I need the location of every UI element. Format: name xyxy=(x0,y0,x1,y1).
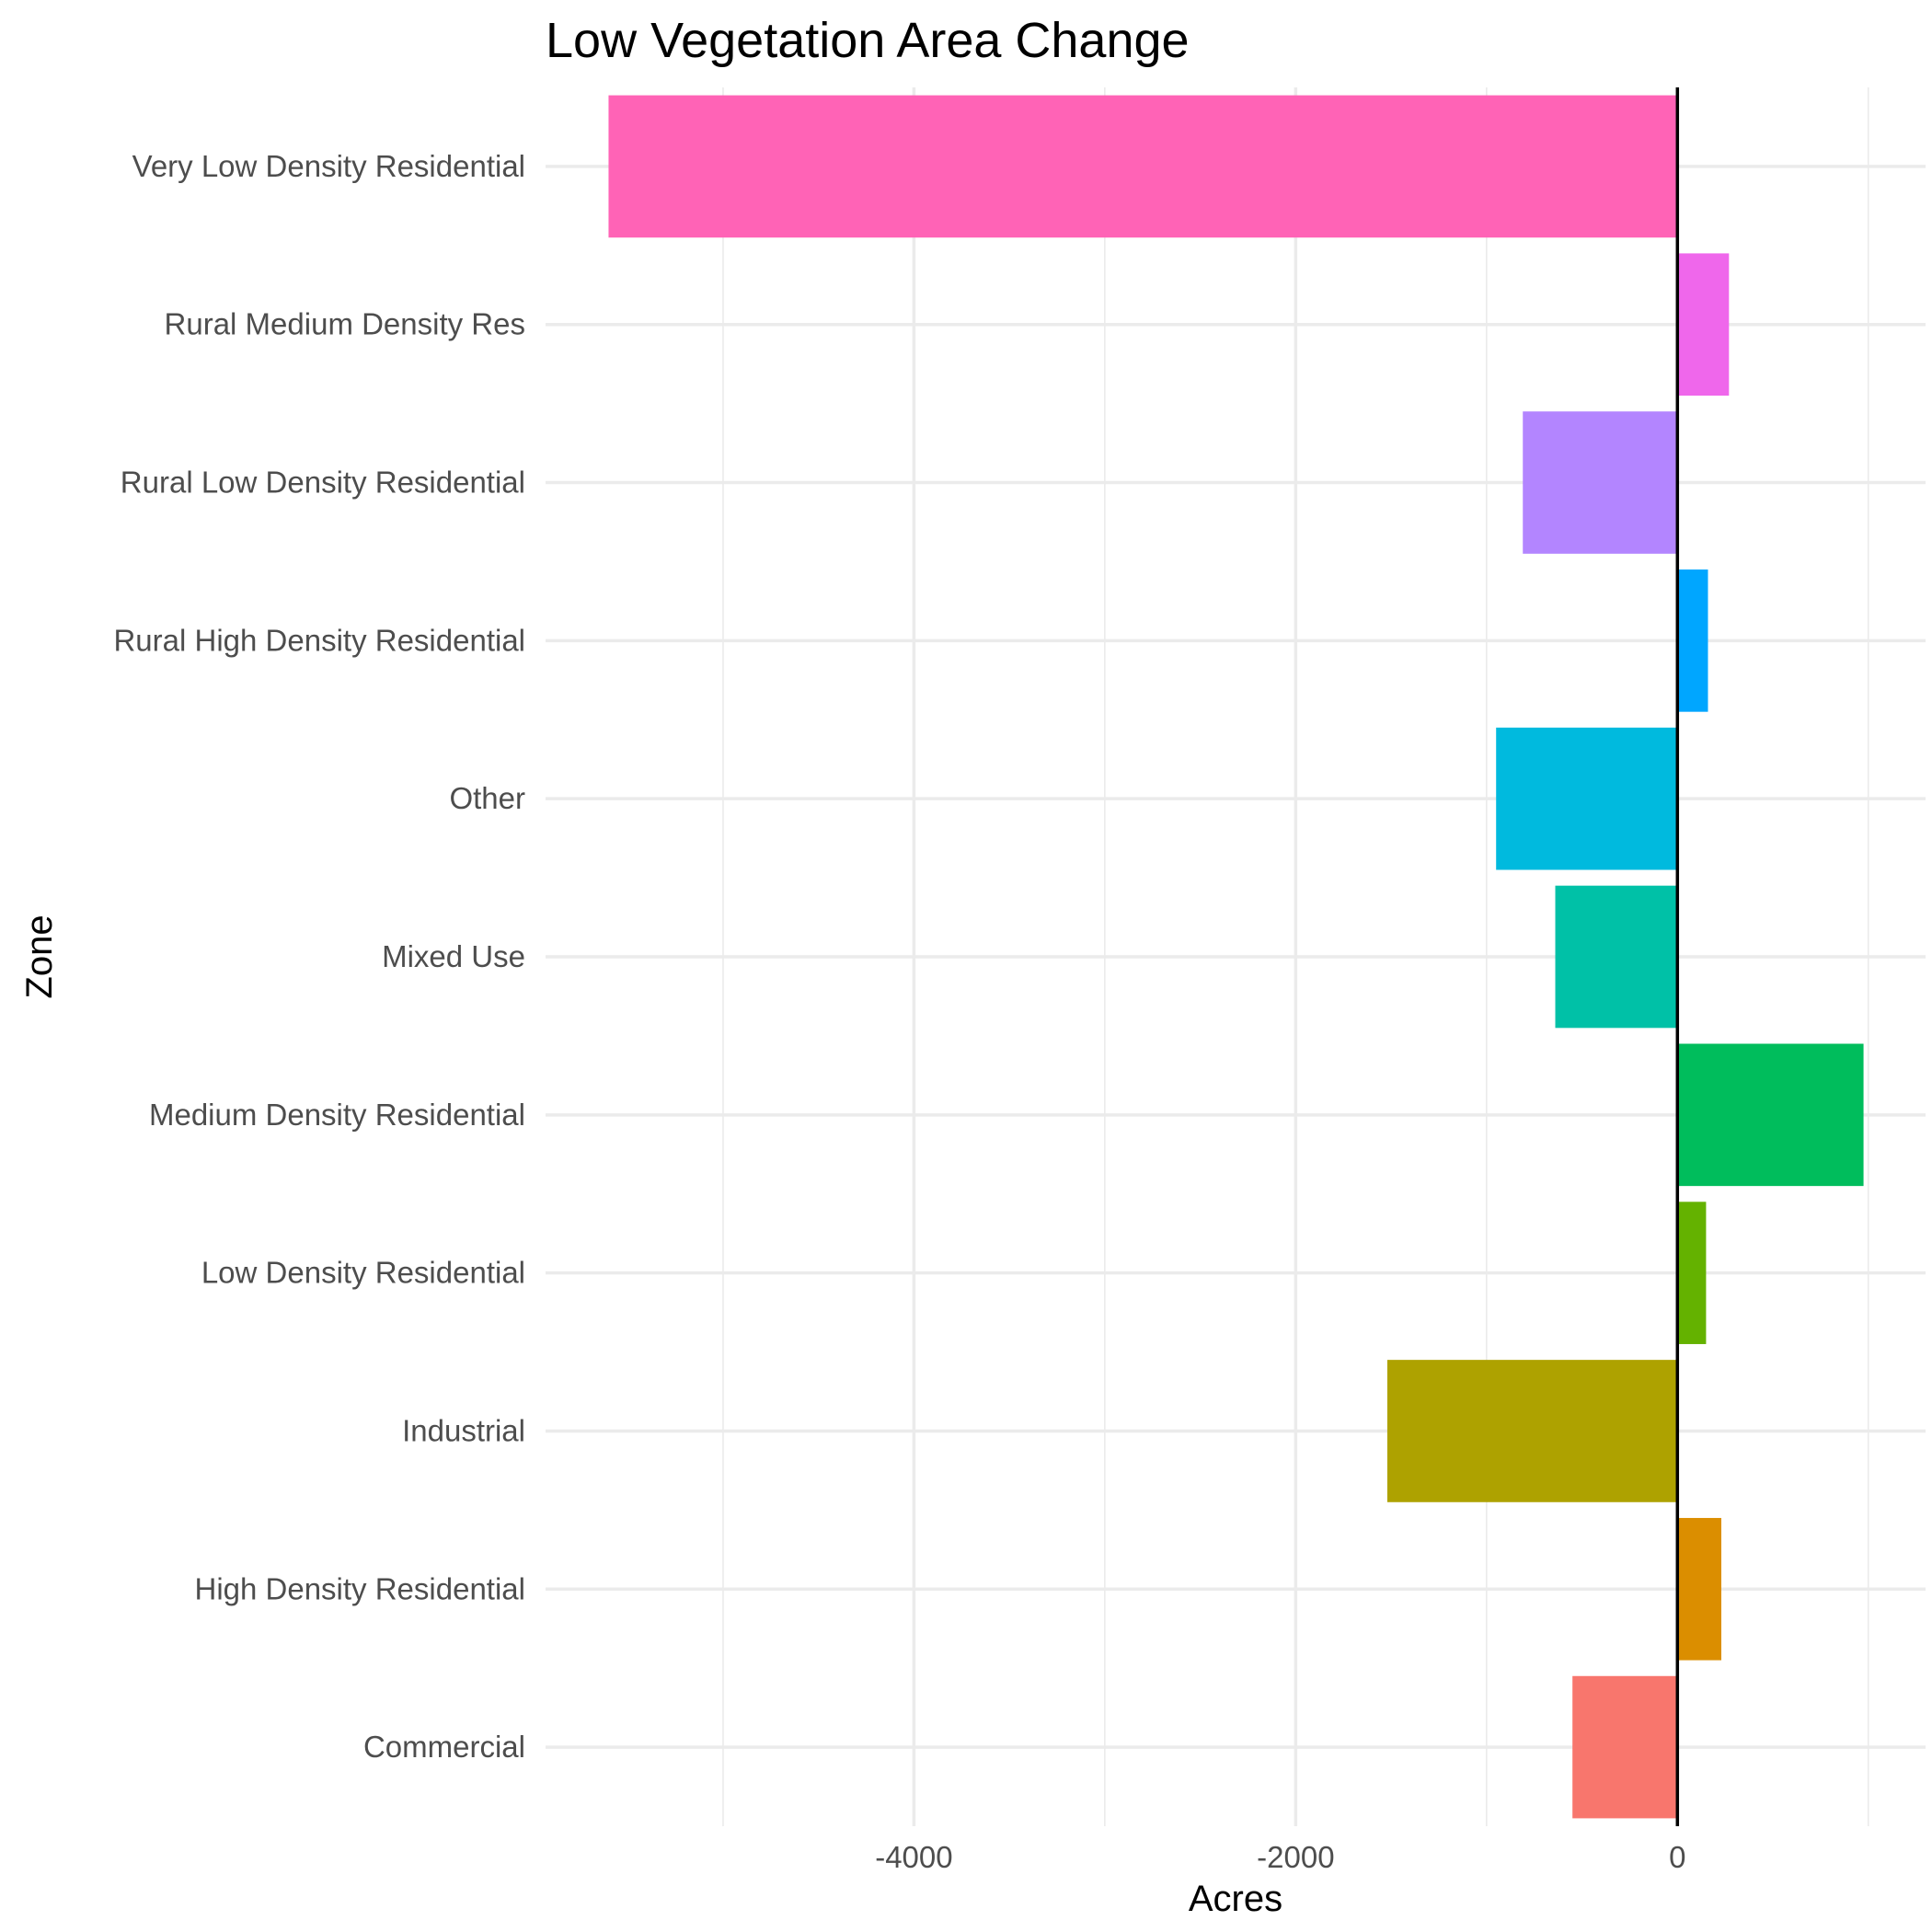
y-tick-label: Medium Density Residential xyxy=(149,1098,525,1132)
y-axis-tick-labels: Commercial High Density Residential Indust… xyxy=(113,149,525,1764)
bar xyxy=(1677,1202,1707,1344)
x-tick-label: 0 xyxy=(1669,1840,1685,1874)
bars xyxy=(608,95,1864,1819)
y-tick-label: Mixed Use xyxy=(382,939,525,973)
y-tick-label: Very Low Density Residential xyxy=(132,149,525,183)
bar xyxy=(1496,727,1678,870)
y-tick-label: Other xyxy=(449,781,525,815)
bar xyxy=(1677,1043,1864,1187)
bar xyxy=(1555,885,1678,1029)
bar xyxy=(1572,1675,1678,1819)
y-axis-title: Zone xyxy=(19,914,60,998)
y-tick-label: Commercial xyxy=(363,1730,525,1764)
y-tick-label: Industrial xyxy=(402,1413,525,1447)
x-tick-label: -2000 xyxy=(1257,1840,1334,1874)
chart-title: Low Vegetation Area Change xyxy=(546,13,1190,68)
x-axis-title: Acres xyxy=(1189,1879,1282,1919)
y-tick-label: High Density Residential xyxy=(194,1571,525,1605)
bar xyxy=(1523,411,1678,554)
bar xyxy=(608,95,1678,238)
bar xyxy=(1386,1360,1678,1502)
bar xyxy=(1677,1517,1722,1661)
x-axis-tick-labels: -4000 -2000 0 xyxy=(875,1840,1685,1874)
y-tick-label: Low Density Residential xyxy=(201,1256,525,1290)
y-tick-label: Rural Low Density Residential xyxy=(121,466,525,500)
x-tick-label: -4000 xyxy=(875,1840,952,1874)
bar xyxy=(1677,253,1730,397)
bar xyxy=(1677,569,1708,712)
y-tick-label: Rural High Density Residential xyxy=(113,623,525,657)
y-tick-label: Rural Medium Density Res xyxy=(165,307,525,341)
